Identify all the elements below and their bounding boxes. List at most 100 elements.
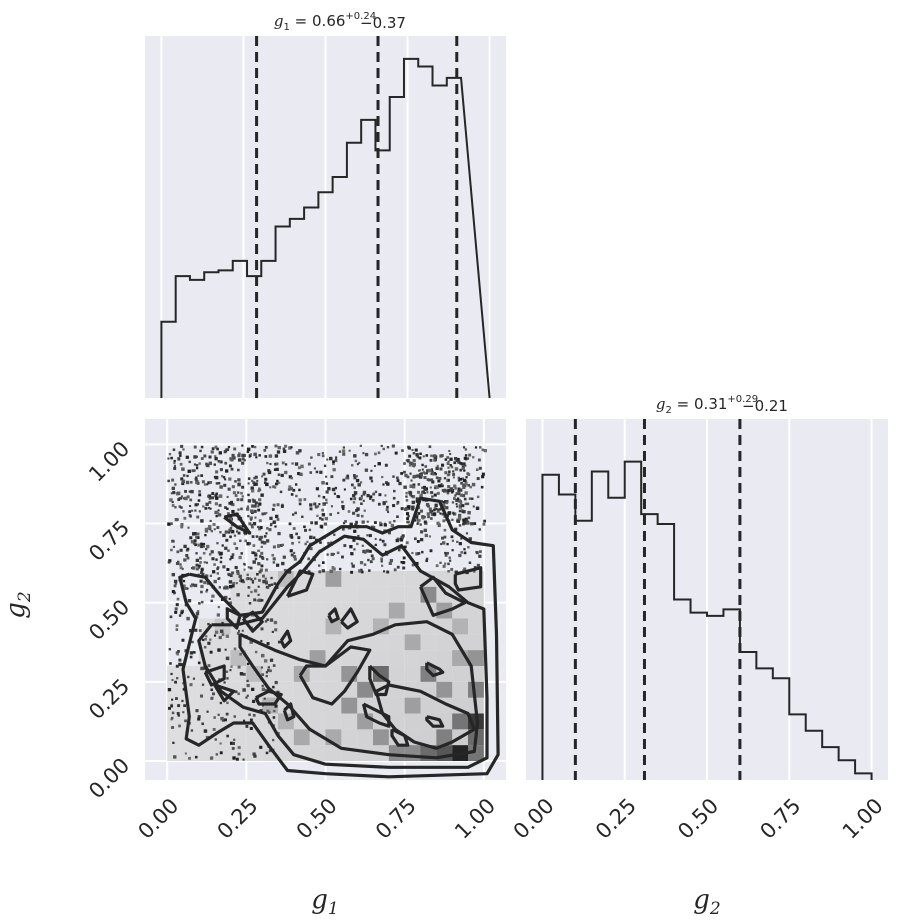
scatter-point bbox=[356, 507, 360, 511]
scatter-point bbox=[179, 454, 182, 457]
scatter-point bbox=[463, 497, 467, 501]
scatter-point bbox=[393, 568, 397, 572]
scatter-point bbox=[449, 457, 453, 461]
scatter-point bbox=[455, 505, 459, 508]
scatter-point bbox=[201, 572, 205, 576]
scatter-point bbox=[186, 495, 190, 499]
scatter-point bbox=[235, 530, 239, 533]
density-cell bbox=[388, 618, 405, 635]
scatter-point bbox=[170, 522, 173, 525]
scatter-point bbox=[178, 662, 182, 667]
scatter-point bbox=[183, 558, 187, 562]
scatter-point bbox=[457, 489, 461, 493]
density-cell bbox=[357, 729, 373, 746]
scatter-point bbox=[200, 474, 204, 477]
scatter-point bbox=[290, 476, 293, 480]
scatter-point bbox=[406, 507, 410, 510]
scatter-point bbox=[224, 546, 228, 550]
scatter-point bbox=[442, 501, 445, 504]
scatter-point bbox=[429, 549, 433, 553]
scatter-point bbox=[443, 477, 447, 480]
scatter-point bbox=[234, 690, 238, 694]
scatter-point bbox=[167, 522, 171, 526]
scatter-point bbox=[370, 554, 374, 558]
scatter-point bbox=[252, 551, 256, 555]
scatter-point bbox=[307, 557, 311, 561]
scatter-point bbox=[343, 544, 347, 548]
scatter-point bbox=[355, 475, 358, 478]
scatter-point bbox=[389, 558, 394, 563]
scatter-point bbox=[354, 459, 358, 463]
scatter-point bbox=[249, 453, 252, 456]
scatter-point bbox=[396, 502, 399, 505]
scatter-point bbox=[421, 463, 424, 467]
scatter-point bbox=[435, 507, 438, 510]
x-tick-label: 0.00 bbox=[509, 794, 559, 844]
scatter-point bbox=[399, 537, 403, 541]
scatter-point bbox=[169, 498, 173, 502]
scatter-point bbox=[254, 553, 258, 557]
scatter-point bbox=[359, 561, 364, 565]
scatter-point bbox=[195, 567, 199, 571]
scatter-point bbox=[433, 493, 437, 497]
scatter-point bbox=[417, 483, 421, 486]
scatter-point bbox=[186, 556, 190, 560]
scatter-point bbox=[282, 555, 286, 559]
scatter-point bbox=[416, 474, 420, 478]
scatter-point bbox=[437, 484, 442, 488]
scatter-point bbox=[214, 510, 218, 515]
scatter-point bbox=[220, 598, 224, 601]
scatter-point bbox=[225, 469, 229, 473]
scatter-point bbox=[258, 570, 262, 574]
scatter-point bbox=[180, 525, 184, 529]
scatter-point bbox=[369, 476, 373, 480]
scatter-point bbox=[196, 515, 200, 519]
scatter-point bbox=[177, 457, 180, 460]
scatter-point bbox=[405, 541, 409, 545]
scatter-point bbox=[223, 483, 227, 487]
scatter-point bbox=[198, 602, 201, 605]
scatter-point bbox=[464, 454, 468, 457]
density-cell bbox=[452, 713, 468, 730]
x-tick-labels: 0.00 0.25 0.50 0.75 1.00 bbox=[133, 794, 500, 844]
scatter-point bbox=[201, 600, 204, 604]
scatter-point bbox=[277, 445, 281, 450]
scatter-point bbox=[294, 462, 299, 466]
scatter-point bbox=[258, 502, 262, 506]
scatter-point bbox=[252, 499, 256, 503]
scatter-point bbox=[174, 610, 178, 614]
scatter-point bbox=[180, 611, 184, 615]
scatter-point bbox=[435, 466, 439, 471]
scatter-point bbox=[454, 487, 457, 490]
scatter-point bbox=[444, 551, 447, 555]
scatter-point bbox=[216, 572, 220, 575]
scatter-point bbox=[388, 561, 392, 565]
scatter-point bbox=[251, 535, 255, 539]
scatter-point bbox=[175, 628, 179, 631]
x-tick-label: 0.00 bbox=[133, 794, 183, 844]
scatter-point bbox=[202, 638, 205, 642]
scatter-point bbox=[421, 550, 424, 554]
scatter-point bbox=[348, 449, 351, 452]
scatter-point bbox=[423, 515, 426, 519]
scatter-point bbox=[315, 470, 319, 474]
scatter-point bbox=[281, 543, 285, 547]
scatter-point bbox=[371, 557, 375, 561]
scatter-point bbox=[201, 480, 205, 484]
scatter-point bbox=[383, 570, 386, 573]
scatter-point bbox=[422, 471, 426, 474]
scatter-point bbox=[411, 507, 415, 511]
scatter-point bbox=[235, 546, 239, 550]
scatter-point bbox=[226, 448, 230, 451]
scatter-point bbox=[200, 571, 203, 574]
scatter-point bbox=[307, 570, 311, 573]
g1-g2-joint-panel: 0.00 0.25 0.50 0.75 1.00 0.00 0.25 0.50 0.75 1.0… bbox=[1, 419, 506, 919]
scatter-point bbox=[182, 448, 185, 451]
density-cell bbox=[198, 618, 215, 635]
scatter-point bbox=[341, 527, 345, 531]
x-tick-label: 0.75 bbox=[755, 794, 805, 844]
scatter-point bbox=[181, 567, 184, 570]
scatter-point bbox=[241, 453, 245, 458]
scatter-point bbox=[193, 455, 197, 459]
scatter-point bbox=[435, 476, 439, 480]
